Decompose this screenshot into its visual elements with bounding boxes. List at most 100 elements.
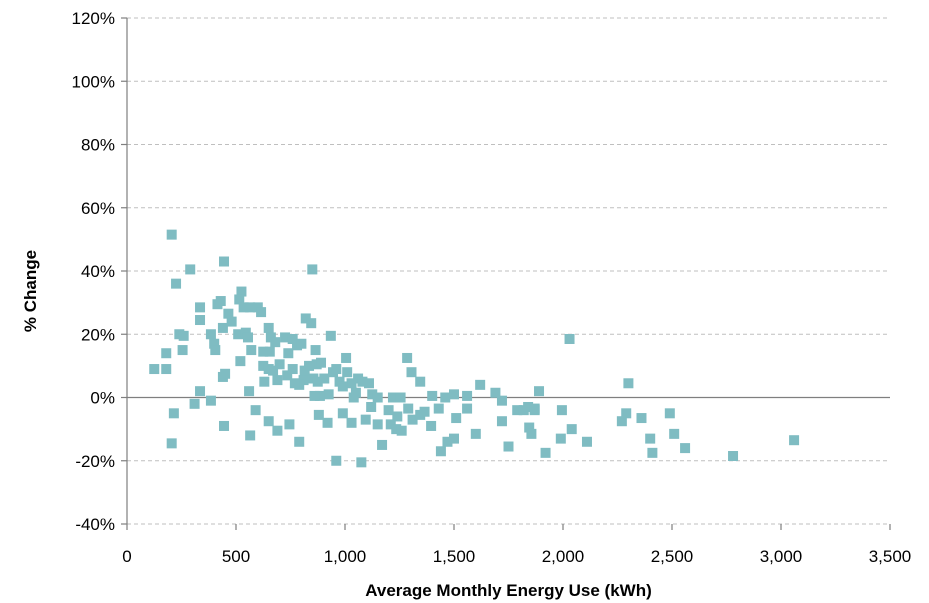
data-point: [238, 302, 249, 313]
data-point: [166, 229, 177, 240]
data-point: [372, 392, 383, 403]
data-point: [258, 346, 269, 357]
data-point: [235, 356, 246, 367]
data-point: [419, 406, 430, 417]
data-point: [284, 419, 295, 430]
data-point: [556, 405, 567, 416]
data-point: [496, 395, 507, 406]
data-point: [246, 345, 257, 356]
data-point: [534, 386, 545, 397]
data-point: [195, 302, 206, 313]
data-point: [309, 390, 320, 401]
data-point: [259, 376, 270, 387]
data-point: [407, 414, 418, 425]
data-point: [523, 401, 534, 412]
data-point: [149, 364, 160, 375]
data-point: [274, 359, 285, 370]
data-point: [789, 435, 800, 446]
data-point: [312, 376, 323, 387]
data-point: [496, 416, 507, 427]
data-point: [512, 405, 523, 416]
data-point: [342, 367, 353, 378]
data-point: [219, 256, 230, 267]
data-point: [442, 436, 453, 447]
data-point: [433, 403, 444, 414]
data-point: [313, 409, 324, 420]
data-point: [462, 390, 473, 401]
data-point: [331, 364, 342, 375]
data-point: [435, 446, 446, 457]
data-point: [581, 436, 592, 447]
y-tick-label: 40%: [81, 262, 115, 281]
x-tick-label: 1,500: [433, 547, 476, 566]
data-point: [283, 348, 294, 359]
x-tick-label: 3,500: [869, 547, 912, 566]
data-point: [325, 330, 336, 341]
data-point: [300, 313, 311, 324]
data-point: [268, 365, 279, 376]
data-point: [356, 457, 367, 468]
data-point: [540, 447, 551, 458]
data-point: [244, 386, 255, 397]
data-point: [348, 392, 359, 403]
data-point: [280, 332, 291, 343]
data-point: [451, 413, 462, 424]
data-point: [287, 333, 298, 344]
data-point: [647, 447, 658, 458]
data-point: [296, 338, 307, 349]
data-point: [272, 425, 283, 436]
data-point: [177, 345, 188, 356]
data-point: [250, 405, 261, 416]
data-point: [263, 322, 274, 333]
data-point: [289, 378, 300, 389]
gridlines: [127, 17, 890, 525]
data-point: [282, 370, 293, 381]
data-point: [406, 367, 417, 378]
data-point: [189, 398, 200, 409]
data-point: [664, 408, 675, 419]
data-point: [319, 373, 330, 384]
data-point: [503, 441, 514, 452]
y-tick-label: 0%: [90, 389, 115, 408]
data-point: [636, 413, 647, 424]
data-point: [346, 378, 357, 389]
data-point: [210, 345, 221, 356]
data-point: [195, 386, 206, 397]
data-point: [728, 451, 739, 462]
data-point: [310, 345, 321, 356]
data-point: [219, 420, 230, 431]
data-point: [337, 408, 348, 419]
data-point: [331, 455, 342, 466]
data-point: [306, 318, 317, 329]
data-point: [264, 346, 275, 357]
data-point: [245, 302, 256, 313]
data-point: [294, 436, 305, 447]
axes: [121, 17, 891, 530]
data-point: [215, 296, 226, 307]
data-point: [337, 381, 348, 392]
data-point: [166, 438, 177, 449]
data-point: [209, 338, 220, 349]
data-point: [205, 329, 216, 340]
data-point: [524, 422, 535, 433]
x-tick-label: 3,000: [760, 547, 803, 566]
y-tick-label: 60%: [81, 199, 115, 218]
data-point: [178, 330, 189, 341]
data-point: [526, 428, 537, 439]
x-tick-label: 1,000: [324, 547, 367, 566]
data-point: [195, 315, 206, 326]
data-point: [220, 368, 231, 379]
data-point: [680, 443, 691, 454]
data-point: [529, 403, 540, 414]
data-point: [299, 365, 310, 376]
data-point: [287, 364, 298, 375]
data-point: [223, 308, 234, 319]
data-point: [385, 419, 396, 430]
data-point: [233, 329, 244, 340]
data-point: [346, 417, 357, 428]
y-tick-label: 80%: [81, 136, 115, 155]
data-point: [341, 352, 352, 363]
y-tick-label: -40%: [75, 515, 115, 534]
